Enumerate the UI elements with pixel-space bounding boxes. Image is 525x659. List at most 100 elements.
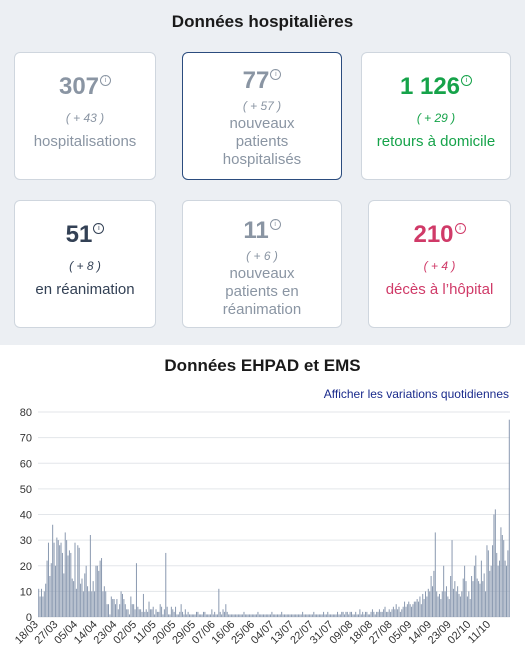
y-tick-label: 30	[20, 535, 32, 547]
bar	[209, 614, 211, 617]
bar	[134, 609, 136, 617]
bar	[108, 604, 110, 617]
bar	[390, 611, 392, 617]
bar	[170, 606, 172, 617]
bar	[274, 614, 276, 617]
bar	[480, 560, 482, 617]
bar	[198, 614, 200, 617]
bar	[50, 563, 52, 617]
bar	[404, 601, 406, 617]
bar	[264, 614, 266, 617]
bar	[434, 532, 436, 617]
card-returns-home[interactable]: 1 126 i ( + 29 ) retours à domicile	[361, 52, 511, 180]
bar	[348, 614, 350, 617]
bar	[87, 586, 89, 617]
bar	[189, 614, 191, 617]
bar	[78, 547, 80, 617]
bar	[140, 609, 142, 617]
bar	[282, 614, 284, 617]
bar	[320, 614, 322, 617]
bar	[40, 588, 42, 617]
bar	[413, 601, 415, 617]
bar	[70, 552, 72, 617]
y-axis-ticks: 0 10 20 30 40 50 60 70 80	[20, 407, 32, 624]
bar	[351, 611, 353, 617]
bar	[173, 611, 175, 617]
info-icon[interactable]: i	[269, 219, 281, 230]
bar	[293, 614, 295, 617]
bar	[102, 591, 104, 617]
bar	[281, 611, 283, 617]
bar	[338, 614, 340, 617]
bar	[313, 611, 315, 617]
bar	[137, 606, 139, 617]
card-deaths[interactable]: 210 i ( + 4 ) décès à l’hôpital	[368, 200, 511, 328]
bar	[374, 614, 376, 617]
bar	[61, 552, 63, 617]
bar	[394, 609, 396, 617]
bar	[60, 542, 62, 617]
bar	[211, 609, 213, 617]
bar	[80, 583, 82, 617]
card-reanimation[interactable]: 51 i ( + 8 ) en réanimation	[14, 200, 156, 328]
card-new-reanimation[interactable]: 11 i ( + 6 ) nouveaux patients en réanima…	[182, 200, 342, 328]
bar	[92, 581, 94, 617]
bar	[448, 599, 450, 617]
bar	[438, 593, 440, 617]
info-icon[interactable]: i	[454, 223, 466, 234]
bar	[300, 614, 302, 617]
bar	[77, 545, 79, 617]
bar	[317, 614, 319, 617]
bar	[369, 614, 371, 617]
bar	[454, 581, 456, 617]
bar	[235, 614, 237, 617]
bar	[295, 614, 297, 617]
x-tick-label: 11/10	[466, 619, 493, 646]
bar	[81, 578, 83, 617]
bar	[197, 611, 199, 617]
bar	[318, 614, 320, 617]
card-hospitalisations[interactable]: 307 i ( + 43 ) hospitalisations	[14, 52, 156, 180]
bar	[473, 565, 475, 617]
bar	[359, 609, 361, 617]
card-delta: ( + 43 )	[65, 111, 105, 125]
y-tick-label: 10	[20, 586, 32, 598]
y-tick-label: 50	[20, 484, 32, 496]
show-daily-variations-link[interactable]: Afficher les variations quotidiennes	[323, 387, 509, 401]
bar	[119, 604, 121, 617]
bar	[443, 565, 445, 617]
bar	[501, 535, 503, 617]
bar	[279, 614, 281, 617]
bar	[195, 611, 197, 617]
bar	[376, 611, 378, 617]
bar	[254, 614, 256, 617]
bar	[183, 614, 185, 617]
bar	[472, 581, 474, 617]
bar	[500, 527, 502, 617]
info-icon[interactable]: i	[93, 223, 105, 234]
bar	[493, 514, 495, 617]
card-label: hospitalisations	[33, 133, 137, 150]
card-new-hospitalised[interactable]: 77 i ( + 57 ) nouveaux patients hospitali…	[182, 52, 342, 180]
bar	[63, 573, 65, 617]
bar	[355, 611, 357, 617]
bar	[334, 614, 336, 617]
bar	[289, 614, 291, 617]
bar	[401, 609, 403, 617]
bar	[408, 601, 410, 617]
card-delta: ( + 29 )	[416, 111, 456, 125]
bar	[296, 614, 298, 617]
bar	[215, 614, 217, 617]
bar	[381, 611, 383, 617]
bar	[261, 614, 263, 617]
bar	[391, 609, 393, 617]
bar	[208, 614, 210, 617]
info-icon[interactable]: i	[100, 75, 112, 86]
bar	[265, 614, 267, 617]
bar	[503, 540, 505, 617]
info-icon[interactable]: i	[461, 75, 473, 86]
info-icon[interactable]: i	[270, 69, 282, 80]
bar	[103, 586, 105, 617]
bar	[177, 614, 179, 617]
bar	[288, 614, 290, 617]
